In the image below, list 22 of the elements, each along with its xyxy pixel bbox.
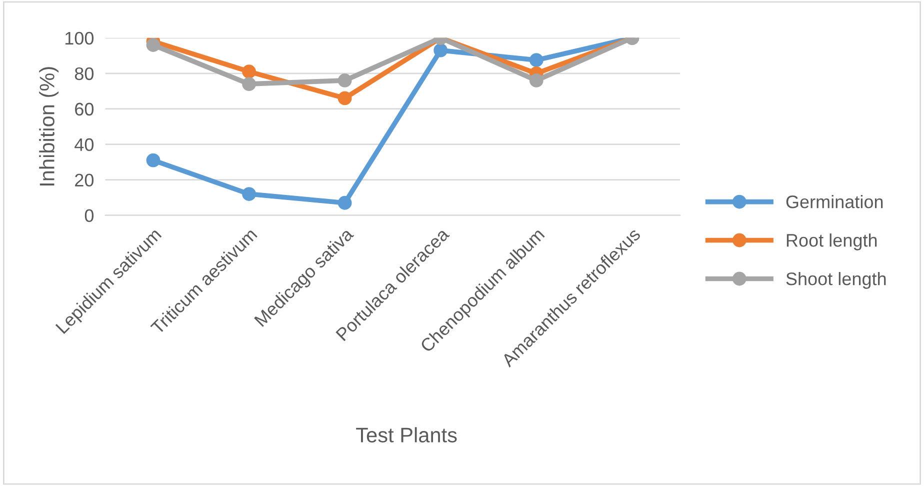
point — [146, 38, 160, 52]
point — [529, 74, 544, 88]
legend-label: Germination — [786, 194, 883, 208]
point — [242, 64, 256, 79]
y-tick-label: 100 — [65, 32, 94, 45]
point — [338, 74, 352, 88]
x-axis-title: Test Plants — [356, 427, 457, 442]
y-tick-label: 80 — [74, 67, 94, 80]
point — [146, 153, 160, 168]
legend-label: Shoot length — [786, 272, 886, 289]
y-axis-title: Inhibition (%) — [39, 67, 59, 186]
y-tick-label: 20 — [75, 174, 94, 187]
point — [242, 187, 256, 201]
y-tick-label: 0 — [84, 209, 94, 222]
y-tick-label: 40 — [74, 138, 94, 152]
point — [338, 196, 352, 210]
legend-label: Root length — [786, 233, 877, 250]
point — [338, 91, 352, 106]
point — [529, 53, 544, 68]
point — [434, 43, 448, 58]
y-tick-label: 60 — [75, 102, 94, 116]
point — [242, 77, 256, 91]
